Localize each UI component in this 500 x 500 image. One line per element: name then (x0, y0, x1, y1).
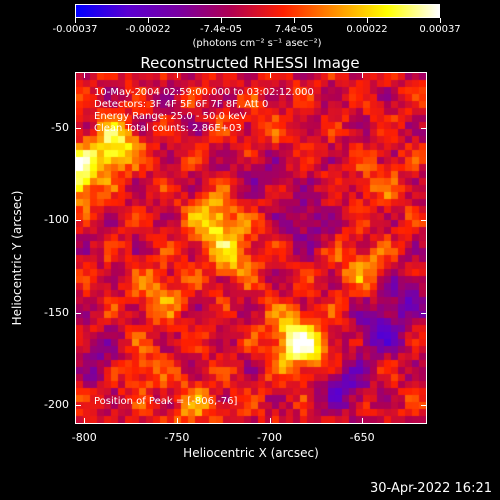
y-tick (421, 220, 427, 222)
x-tick-label: -750 (164, 431, 190, 444)
x-tick-label: -650 (349, 431, 375, 444)
y-tick (421, 312, 427, 314)
x-tick (84, 72, 86, 78)
colorbar-tick (75, 18, 76, 23)
x-tick (269, 72, 271, 78)
y-tick (421, 127, 427, 129)
info-detectors: Detectors: 3F 4F 5F 6F 7F 8F, Att 0 (94, 99, 269, 110)
y-tick-label: -200 (44, 398, 69, 412)
y-tick-label: -100 (44, 213, 69, 227)
timestamp: 30-Apr-2022 16:21 (370, 481, 492, 496)
y-tick-label: -150 (44, 305, 69, 319)
y-tick (75, 127, 81, 129)
heatmap-image (76, 73, 426, 423)
colorbar-tick (294, 18, 295, 23)
peak-position: Position of Peak = [-806,-76] (94, 396, 238, 407)
colorbar-tick-label: 7.4e-05 (274, 24, 314, 35)
x-tick-label: -700 (257, 431, 282, 444)
info-energy: Energy Range: 25.0 - 50.0 keV (94, 111, 247, 122)
plot-area: 10-May-2004 02:59:00.000 to 03:02:12.000… (75, 72, 427, 424)
colorbar-tick-label: -7.4e-05 (200, 24, 242, 35)
info-timerange: 10-May-2004 02:59:00.000 to 03:02:12.000 (94, 87, 314, 98)
colorbar-tick (440, 18, 441, 23)
colorbar (75, 4, 440, 18)
x-tick (176, 418, 178, 424)
colorbar-tick-label: -0.00022 (125, 24, 171, 35)
colorbar-units: (photons cm⁻² s⁻¹ asec⁻²) (192, 38, 322, 49)
colorbar-tick (221, 18, 222, 23)
y-tick-label: -50 (51, 120, 69, 134)
y-axis-label: Heliocentric Y (arcsec) (10, 190, 24, 326)
colorbar-tick (367, 18, 368, 23)
x-tick (362, 418, 364, 424)
y-tick (421, 405, 427, 407)
x-tick (176, 72, 178, 78)
x-axis-label: Heliocentric X (arcsec) (183, 446, 319, 460)
info-clean: Clean Total counts: 2.86E+03 (94, 123, 242, 134)
colorbar-tick (148, 18, 149, 23)
chart-title: Reconstructed RHESSI Image (140, 54, 360, 72)
colorbar-tick-label: 0.00022 (346, 24, 388, 35)
y-tick (75, 405, 81, 407)
colorbar-tick-label: 0.00037 (419, 24, 461, 35)
x-tick (84, 418, 86, 424)
y-tick (75, 220, 81, 222)
x-tick (269, 418, 271, 424)
x-tick (362, 72, 364, 78)
colorbar-tick-label: -0.00037 (52, 24, 98, 35)
x-tick-label: -800 (71, 431, 97, 444)
y-tick (75, 312, 81, 314)
